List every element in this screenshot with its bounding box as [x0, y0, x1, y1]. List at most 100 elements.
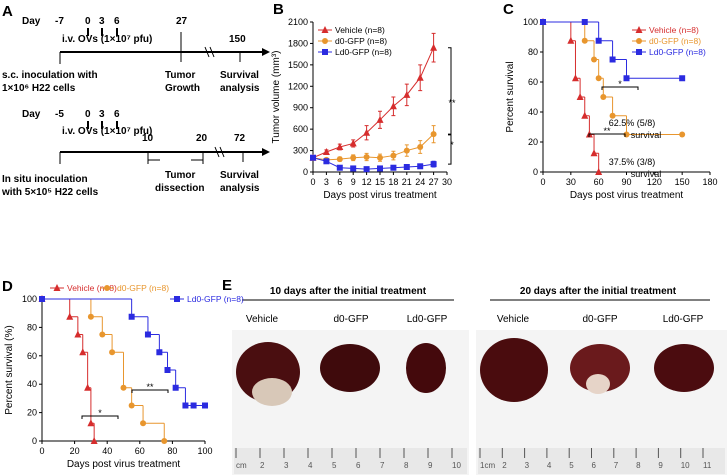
legend-label: d0-GFP (n=8) — [649, 36, 701, 46]
marker — [679, 131, 686, 138]
y-tick-label: 100 — [523, 17, 538, 27]
tissue — [480, 338, 548, 402]
x-tick-label: 30 — [566, 177, 576, 187]
marker — [417, 144, 424, 150]
ruler-label: 2 — [502, 461, 507, 470]
tick: 6 — [114, 109, 120, 120]
x-tick-label: 40 — [102, 446, 112, 456]
legend-label: Vehicle (n=8) — [335, 25, 385, 35]
annotation: ** — [603, 126, 611, 136]
group: Ld0-GFP — [663, 314, 704, 325]
sig-bracket — [448, 47, 452, 165]
annotation: survival — [631, 130, 662, 140]
marker — [310, 154, 316, 161]
tick: 150 — [229, 34, 246, 45]
marker — [363, 154, 370, 160]
marker — [595, 168, 603, 175]
marker — [363, 166, 370, 173]
ruler — [478, 448, 725, 474]
inoculation: s.c. inoculation with — [2, 70, 98, 81]
panel-label: E — [222, 277, 232, 294]
ruler-label: 8 — [404, 461, 409, 470]
inoculation: In situ inoculation — [2, 174, 88, 185]
marker — [403, 164, 410, 170]
y-tick-label: 600 — [293, 124, 308, 134]
tick: 20 — [196, 133, 208, 144]
x-tick-label: 24 — [415, 177, 425, 187]
group: d0-GFP — [582, 314, 617, 325]
y-tick-label: 60 — [528, 77, 538, 87]
sig-bracket — [81, 415, 119, 419]
x-tick-label: 30 — [442, 177, 452, 187]
x-axis-label: Days post virus treatment — [570, 190, 684, 201]
y-tick-label: 40 — [27, 379, 37, 389]
ruler-label: 9 — [428, 461, 433, 470]
panel-e: E 10 days after the initial treatment 20… — [222, 277, 727, 475]
x-tick-label: 0 — [540, 177, 545, 187]
panel-label: A — [2, 3, 13, 20]
ruler-label: 6 — [592, 461, 597, 470]
x-tick-label: 6 — [337, 177, 342, 187]
tick: 27 — [176, 16, 188, 27]
marker — [350, 165, 357, 172]
y-tick-label: 80 — [27, 322, 37, 332]
ruler-label: 8 — [636, 461, 641, 470]
sig-bracket — [601, 86, 639, 90]
marker — [323, 158, 330, 165]
y-tick-label: 0 — [32, 436, 37, 446]
survival: analysis — [220, 183, 260, 194]
ruler-label: 10 — [681, 461, 690, 470]
timeline-1: Day -7 0 3 6 27 150 i.v. OVs (1×10⁷ pfu)… — [2, 16, 270, 94]
marker — [416, 73, 424, 81]
legend-label: Ld0-GFP (n=8) — [649, 47, 706, 57]
x-tick-label: 150 — [675, 177, 690, 187]
marker — [430, 131, 437, 138]
y-tick-label: 60 — [27, 351, 37, 361]
treatment: i.v. OVs (1×10⁷ pfu) — [62, 34, 152, 45]
marker — [377, 165, 383, 172]
marker — [322, 148, 330, 155]
marker — [376, 115, 384, 123]
tissue — [570, 344, 630, 392]
x-tick-label: 180 — [702, 177, 717, 187]
tick: 10 — [142, 133, 154, 144]
y-tick-label: 0 — [303, 167, 308, 177]
marker — [417, 163, 424, 170]
sig-bracket — [588, 133, 626, 137]
marker — [322, 38, 328, 44]
annotation: * — [98, 408, 102, 418]
y-tick-label: 1500 — [288, 60, 308, 70]
survival: Survival — [220, 170, 259, 181]
panel-label: B — [273, 1, 284, 18]
series-line — [312, 47, 435, 159]
injection-arrows — [87, 28, 118, 36]
marker — [636, 49, 642, 55]
marker — [390, 164, 397, 171]
timeline-2: Day -5 0 3 6 10 20 72 i.v. OVs (1×10⁷ pf… — [1, 109, 270, 198]
x-tick-label: 3 — [324, 177, 329, 187]
survival: Survival — [220, 70, 259, 81]
tick: -5 — [55, 109, 64, 120]
ruler-label: 9 — [658, 461, 663, 470]
marker — [350, 154, 357, 161]
day: Day — [22, 16, 41, 27]
marker — [349, 139, 357, 147]
survival: analysis — [220, 83, 260, 94]
tissue — [320, 344, 380, 392]
marker — [363, 128, 371, 136]
tick: 3 — [99, 109, 105, 120]
x-axis-label: Days post virus treatment — [67, 459, 181, 470]
y-tick-label: 0 — [533, 167, 538, 177]
x-tick-label: 15 — [375, 177, 385, 187]
annotation: * — [618, 79, 622, 89]
x-axis-label: Days post virus treatment — [323, 190, 437, 201]
break — [214, 146, 225, 158]
break — [204, 46, 215, 58]
y-tick-label: 20 — [27, 408, 37, 418]
marker — [161, 438, 168, 444]
y-tick-label: 80 — [528, 47, 538, 57]
ruler-label: 4 — [308, 461, 313, 470]
y-axis-label: Percent survival (%) — [4, 325, 15, 414]
annotation: 62.5% (5/8) — [609, 118, 656, 128]
